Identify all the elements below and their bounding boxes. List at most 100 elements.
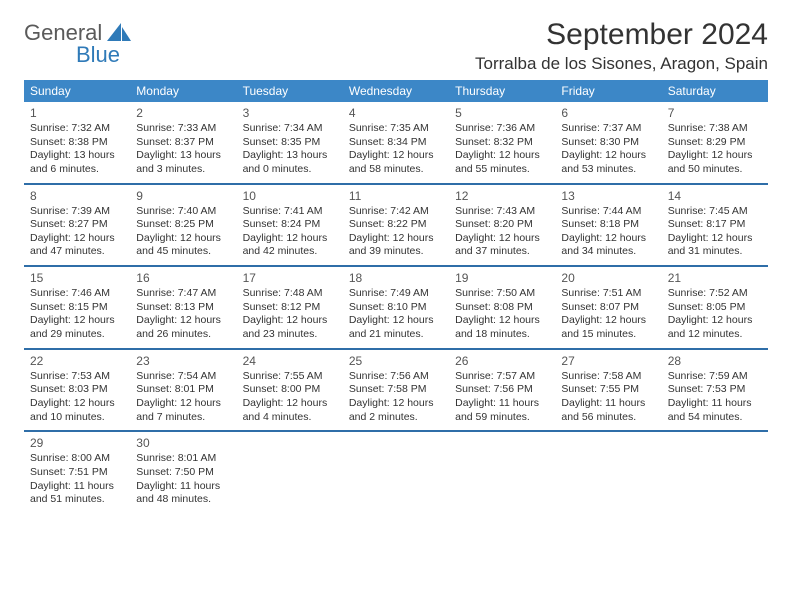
day-info: Sunrise: 7:33 AMSunset: 8:37 PMDaylight:… xyxy=(136,122,230,177)
day-number: 21 xyxy=(668,271,762,285)
day-number: 24 xyxy=(243,354,337,368)
dow-friday: Friday xyxy=(555,80,661,102)
day-cell: 18 Sunrise: 7:49 AMSunset: 8:10 PMDayligh… xyxy=(343,267,449,348)
day-cell: 17 Sunrise: 7:48 AMSunset: 8:12 PMDayligh… xyxy=(237,267,343,348)
day-number: 3 xyxy=(243,106,337,120)
empty-cell xyxy=(237,432,343,513)
dow-tuesday: Tuesday xyxy=(237,80,343,102)
day-cell: 6 Sunrise: 7:37 AMSunset: 8:30 PMDaylight… xyxy=(555,102,661,183)
day-info: Sunrise: 7:53 AMSunset: 8:03 PMDaylight:… xyxy=(30,370,124,425)
day-number: 2 xyxy=(136,106,230,120)
week-row: 1 Sunrise: 7:32 AMSunset: 8:38 PMDaylight… xyxy=(24,102,768,185)
logo: General Blue xyxy=(24,18,133,66)
day-cell: 13 Sunrise: 7:44 AMSunset: 8:18 PMDayligh… xyxy=(555,185,661,266)
day-cell: 4Sunrise: 7:35 AMSunset: 8:34 PMDaylight… xyxy=(343,102,449,183)
day-of-week-row: SundayMondayTuesdayWednesdayThursdayFrid… xyxy=(24,80,768,102)
day-number: 18 xyxy=(349,271,443,285)
dow-thursday: Thursday xyxy=(449,80,555,102)
day-number: 12 xyxy=(455,189,549,203)
day-cell: 9 Sunrise: 7:40 AMSunset: 8:25 PMDaylight… xyxy=(130,185,236,266)
day-number: 10 xyxy=(243,189,337,203)
day-cell: 21 Sunrise: 7:52 AMSunset: 8:05 PMDayligh… xyxy=(662,267,768,348)
day-info: Sunrise: 7:34 AMSunset: 8:35 PMDaylight:… xyxy=(243,122,337,177)
day-info: Sunrise: 7:46 AMSunset: 8:15 PMDaylight:… xyxy=(30,287,124,342)
day-number: 15 xyxy=(30,271,124,285)
day-info: Sunrise: 7:43 AMSunset: 8:20 PMDaylight:… xyxy=(455,205,549,260)
page-title: September 2024 xyxy=(475,18,768,52)
day-cell: 10Sunrise: 7:41 AMSunset: 8:24 PMDayligh… xyxy=(237,185,343,266)
day-info: Sunrise: 7:49 AMSunset: 8:10 PMDaylight:… xyxy=(349,287,443,342)
calendar: SundayMondayTuesdayWednesdayThursdayFrid… xyxy=(24,80,768,513)
day-cell: 8Sunrise: 7:39 AMSunset: 8:27 PMDaylight… xyxy=(24,185,130,266)
day-info: Sunrise: 7:32 AMSunset: 8:38 PMDaylight:… xyxy=(30,122,124,177)
dow-sunday: Sunday xyxy=(24,80,130,102)
day-cell: 7 Sunrise: 7:38 AMSunset: 8:29 PMDaylight… xyxy=(662,102,768,183)
day-number: 26 xyxy=(455,354,549,368)
day-number: 1 xyxy=(30,106,124,120)
day-info: Sunrise: 8:00 AMSunset: 7:51 PMDaylight:… xyxy=(30,452,124,507)
day-cell: 27Sunrise: 7:58 AMSunset: 7:55 PMDayligh… xyxy=(555,350,661,431)
dow-wednesday: Wednesday xyxy=(343,80,449,102)
day-number: 14 xyxy=(668,189,762,203)
day-cell: 24 Sunrise: 7:55 AMSunset: 8:00 PMDayligh… xyxy=(237,350,343,431)
day-number: 5 xyxy=(455,106,549,120)
day-number: 13 xyxy=(561,189,655,203)
day-number: 22 xyxy=(30,354,124,368)
day-cell: 16 Sunrise: 7:47 AMSunset: 8:13 PMDayligh… xyxy=(130,267,236,348)
day-info: Sunrise: 7:47 AMSunset: 8:13 PMDaylight:… xyxy=(136,287,230,342)
day-number: 9 xyxy=(136,189,230,203)
day-cell: 14Sunrise: 7:45 AMSunset: 8:17 PMDayligh… xyxy=(662,185,768,266)
day-cell: 19 Sunrise: 7:50 AMSunset: 8:08 PMDayligh… xyxy=(449,267,555,348)
day-cell: 28Sunrise: 7:59 AMSunset: 7:53 PMDayligh… xyxy=(662,350,768,431)
empty-cell xyxy=(343,432,449,513)
day-info: Sunrise: 7:55 AMSunset: 8:00 PMDaylight:… xyxy=(243,370,337,425)
title-block: September 2024 Torralba de los Sisones, … xyxy=(475,18,768,74)
day-cell: 2 Sunrise: 7:33 AMSunset: 8:37 PMDaylight… xyxy=(130,102,236,183)
header: General Blue September 2024 Torralba de … xyxy=(24,18,768,74)
day-info: Sunrise: 7:39 AMSunset: 8:27 PMDaylight:… xyxy=(30,205,124,260)
day-info: Sunrise: 7:56 AMSunset: 7:58 PMDaylight:… xyxy=(349,370,443,425)
day-info: Sunrise: 7:59 AMSunset: 7:53 PMDaylight:… xyxy=(668,370,762,425)
day-number: 17 xyxy=(243,271,337,285)
day-info: Sunrise: 7:52 AMSunset: 8:05 PMDaylight:… xyxy=(668,287,762,342)
week-row: 22 Sunrise: 7:53 AMSunset: 8:03 PMDayligh… xyxy=(24,350,768,433)
day-info: Sunrise: 7:54 AMSunset: 8:01 PMDaylight:… xyxy=(136,370,230,425)
dow-saturday: Saturday xyxy=(662,80,768,102)
empty-cell xyxy=(662,432,768,513)
day-number: 4 xyxy=(349,106,443,120)
day-info: Sunrise: 7:48 AMSunset: 8:12 PMDaylight:… xyxy=(243,287,337,342)
day-number: 16 xyxy=(136,271,230,285)
empty-cell xyxy=(555,432,661,513)
day-number: 27 xyxy=(561,354,655,368)
day-cell: 22 Sunrise: 7:53 AMSunset: 8:03 PMDayligh… xyxy=(24,350,130,431)
day-cell: 23 Sunrise: 7:54 AMSunset: 8:01 PMDayligh… xyxy=(130,350,236,431)
day-info: Sunrise: 7:50 AMSunset: 8:08 PMDaylight:… xyxy=(455,287,549,342)
logo-general-text: General xyxy=(24,20,102,45)
day-cell: 20 Sunrise: 7:51 AMSunset: 8:07 PMDayligh… xyxy=(555,267,661,348)
day-info: Sunrise: 7:51 AMSunset: 8:07 PMDaylight:… xyxy=(561,287,655,342)
day-cell: 11Sunrise: 7:42 AMSunset: 8:22 PMDayligh… xyxy=(343,185,449,266)
day-info: Sunrise: 7:44 AMSunset: 8:18 PMDaylight:… xyxy=(561,205,655,260)
week-row: 29 Sunrise: 8:00 AMSunset: 7:51 PMDayligh… xyxy=(24,432,768,513)
dow-monday: Monday xyxy=(130,80,236,102)
day-info: Sunrise: 7:40 AMSunset: 8:25 PMDaylight:… xyxy=(136,205,230,260)
day-info: Sunrise: 7:42 AMSunset: 8:22 PMDaylight:… xyxy=(349,205,443,260)
day-number: 19 xyxy=(455,271,549,285)
day-cell: 1 Sunrise: 7:32 AMSunset: 8:38 PMDaylight… xyxy=(24,102,130,183)
day-cell: 29 Sunrise: 8:00 AMSunset: 7:51 PMDayligh… xyxy=(24,432,130,513)
day-cell: 25Sunrise: 7:56 AMSunset: 7:58 PMDayligh… xyxy=(343,350,449,431)
day-info: Sunrise: 8:01 AMSunset: 7:50 PMDaylight:… xyxy=(136,452,230,507)
week-row: 8Sunrise: 7:39 AMSunset: 8:27 PMDaylight… xyxy=(24,185,768,268)
day-info: Sunrise: 7:37 AMSunset: 8:30 PMDaylight:… xyxy=(561,122,655,177)
day-number: 7 xyxy=(668,106,762,120)
day-number: 23 xyxy=(136,354,230,368)
day-number: 29 xyxy=(30,436,124,450)
day-number: 6 xyxy=(561,106,655,120)
day-cell: 12 Sunrise: 7:43 AMSunset: 8:20 PMDayligh… xyxy=(449,185,555,266)
logo-text-block: General Blue xyxy=(24,22,133,66)
day-info: Sunrise: 7:38 AMSunset: 8:29 PMDaylight:… xyxy=(668,122,762,177)
day-number: 20 xyxy=(561,271,655,285)
day-cell: 5Sunrise: 7:36 AMSunset: 8:32 PMDaylight… xyxy=(449,102,555,183)
day-cell: 30Sunrise: 8:01 AMSunset: 7:50 PMDayligh… xyxy=(130,432,236,513)
day-cell: 15 Sunrise: 7:46 AMSunset: 8:15 PMDayligh… xyxy=(24,267,130,348)
